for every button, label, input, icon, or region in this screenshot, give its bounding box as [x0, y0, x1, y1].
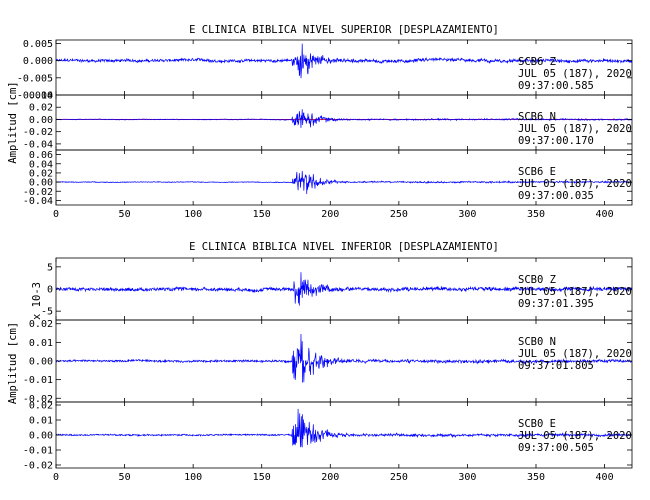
y-tick-label: 0.01 — [29, 338, 53, 349]
station-label: SCB0 E — [518, 418, 556, 430]
time-label: 09:37:00.585 — [518, 80, 594, 92]
y-tick-label: 0.00 — [29, 115, 53, 126]
time-label: 09:37:01.395 — [518, 298, 594, 310]
station-label: SCB6 E — [518, 166, 556, 178]
x-tick-label: 100 — [184, 209, 202, 220]
y-tick-label: 0.04 — [29, 91, 53, 102]
y-axis-title: Amplitud [cm] — [7, 81, 19, 163]
waveform-trace — [55, 408, 633, 448]
waveform-trace — [55, 109, 633, 128]
x-tick-label: 0 — [53, 472, 59, 483]
y-tick-label: 0.06 — [29, 150, 53, 161]
y-axis-title: Amplitud [cm] — [7, 322, 19, 404]
y-tick-label: 0.005 — [23, 39, 53, 50]
y-tick-label: -0.01 — [23, 375, 53, 386]
station-label: SCB0 Z — [518, 274, 556, 286]
station-label: SCB6 N — [518, 111, 556, 123]
x-tick-label: 200 — [321, 209, 339, 220]
waveform-trace — [55, 272, 633, 306]
chart-title: E CLINICA BIBLICA NIVEL INFERIOR [DESPLA… — [189, 241, 499, 253]
y-tick-label: -0.02 — [23, 394, 53, 405]
time-label: 09:37:00.035 — [518, 190, 594, 202]
date-label: JUL 05 (187), 2020 — [518, 68, 632, 80]
station-label: SCB0 N — [518, 336, 556, 348]
date-label: JUL 05 (187), 2020 — [518, 430, 632, 442]
y-tick-label: 0.02 — [29, 319, 53, 330]
x-tick-label: 0 — [53, 209, 59, 220]
y-tick-label: 0.00 — [29, 431, 53, 442]
y-tick-label: 0.000 — [23, 56, 53, 67]
panel-frame — [55, 149, 633, 206]
x-tick-label: 300 — [458, 472, 476, 483]
y-tick-label: 0.02 — [29, 103, 53, 114]
y-tick-label: 0.01 — [29, 416, 53, 427]
y-tick-label: -0.04 — [23, 196, 53, 207]
y-tick-label: -5 — [41, 307, 53, 318]
time-label: 09:37:00.505 — [518, 442, 594, 454]
x-tick-label: 350 — [527, 209, 545, 220]
waveform-trace — [55, 43, 633, 79]
chart-inferior: E CLINICA BIBLICA NIVEL INFERIOR [DESPLA… — [7, 241, 633, 483]
x-tick-label: 200 — [321, 472, 339, 483]
waveform-trace — [55, 170, 633, 194]
y-tick-label: 5 — [47, 262, 53, 273]
y-tick-label: 0.02 — [29, 401, 53, 412]
y-tick-label: -0.005 — [17, 73, 53, 84]
x-tick-label: 350 — [527, 472, 545, 483]
x-tick-label: 400 — [596, 472, 614, 483]
date-label: JUL 05 (187), 2020 — [518, 178, 632, 190]
x-tick-label: 250 — [390, 209, 408, 220]
y-tick-label: -0.01 — [23, 446, 53, 457]
y-tick-label: -0.04 — [23, 139, 53, 150]
x-tick-label: 150 — [253, 472, 271, 483]
x-tick-label: 250 — [390, 472, 408, 483]
y-tick-label: 0.02 — [29, 168, 53, 179]
chart-title: E CLINICA BIBLICA NIVEL SUPERIOR [DESPLA… — [189, 24, 499, 36]
time-label: 09:37:00.170 — [518, 135, 594, 147]
y-tick-label: 0.00 — [29, 178, 53, 189]
time-label: 09:37:01.805 — [518, 360, 594, 372]
x-tick-label: 400 — [596, 209, 614, 220]
x-tick-label: 50 — [119, 209, 131, 220]
x-tick-label: 100 — [184, 472, 202, 483]
y-tick-label: -0.02 — [23, 127, 53, 138]
y-tick-label: -0.010 — [17, 91, 53, 102]
x-tick-label: 50 — [119, 472, 131, 483]
y-tick-label: 0.00 — [29, 357, 53, 368]
x-tick-label: 300 — [458, 209, 476, 220]
waveform-trace — [55, 334, 633, 383]
x-tick-label: 150 — [253, 209, 271, 220]
date-label: JUL 05 (187), 2020 — [518, 286, 632, 298]
y-tick-label: -0.02 — [23, 461, 53, 472]
y-tick-label: -0.02 — [23, 187, 53, 198]
date-label: JUL 05 (187), 2020 — [518, 348, 632, 360]
multiplier-label: x 10-3 — [31, 282, 43, 320]
y-tick-label: 0.04 — [29, 159, 53, 170]
station-label: SCB6 Z — [518, 56, 556, 68]
chart-superior: E CLINICA BIBLICA NIVEL SUPERIOR [DESPLA… — [7, 24, 633, 220]
y-tick-label: 0 — [47, 285, 53, 296]
date-label: JUL 05 (187), 2020 — [518, 123, 632, 135]
